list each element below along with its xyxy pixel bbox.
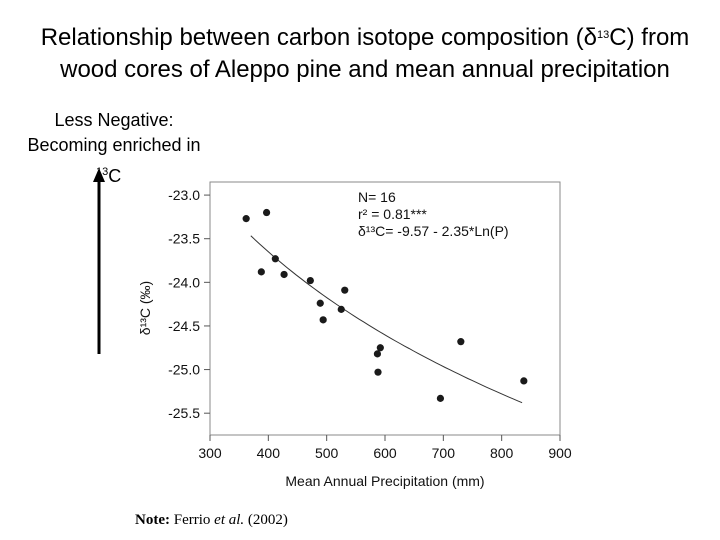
up-arrow-icon bbox=[93, 168, 105, 354]
slide-title: Relationship between carbon isotope comp… bbox=[20, 22, 710, 86]
data-point bbox=[376, 344, 384, 352]
side-note: Less Negative: Becoming enriched in bbox=[4, 108, 224, 158]
data-point bbox=[436, 394, 445, 402]
data-point bbox=[341, 286, 349, 294]
x-tick-label: 900 bbox=[548, 445, 572, 461]
data-point bbox=[373, 350, 382, 358]
data-point bbox=[242, 215, 250, 223]
side-note-isotope-element: C bbox=[108, 166, 122, 186]
x-tick-label: 700 bbox=[432, 445, 456, 461]
x-tick-label: 600 bbox=[373, 445, 397, 461]
title-text-rest: C) from wood cores of Aleppo pine and me… bbox=[60, 24, 690, 83]
x-tick-label: 300 bbox=[198, 445, 222, 461]
y-tick-label: -24.0 bbox=[168, 274, 200, 290]
annotation-equation: δ¹³C= -9.57 - 2.35*Ln(P) bbox=[358, 223, 509, 239]
source-note-etal: et al. bbox=[210, 512, 245, 528]
title-text: Relationship between carbon isotope comp… bbox=[40, 24, 598, 51]
x-tick-label: 400 bbox=[257, 445, 281, 461]
data-point bbox=[520, 377, 528, 385]
side-note-isotope-superscript: 13 bbox=[96, 166, 109, 178]
regression-curve bbox=[250, 235, 523, 404]
data-point bbox=[337, 305, 345, 313]
source-note-year: (2002) bbox=[244, 512, 288, 528]
source-note-label: Note: bbox=[135, 512, 170, 528]
data-point bbox=[306, 276, 314, 285]
data-point bbox=[457, 338, 465, 346]
data-point bbox=[319, 316, 327, 324]
y-tick-label: -25.5 bbox=[168, 405, 200, 421]
data-point bbox=[271, 255, 279, 263]
side-note-line-1: Less Negative: bbox=[54, 110, 174, 130]
y-tick-label: -24.5 bbox=[168, 318, 200, 334]
y-axis-label: δ¹³C (‰) bbox=[137, 281, 153, 335]
x-tick-label: 500 bbox=[315, 445, 339, 461]
side-note-isotope: 13C bbox=[96, 164, 121, 188]
data-point bbox=[280, 270, 288, 279]
y-tick-label: -23.5 bbox=[168, 231, 200, 247]
annotation-n: N= 16 bbox=[358, 189, 396, 205]
data-point bbox=[374, 368, 382, 376]
title-isotope-superscript: 13 bbox=[597, 29, 610, 41]
data-point bbox=[257, 268, 265, 276]
y-tick-label: -25.0 bbox=[168, 362, 200, 378]
y-tick-label: -23.0 bbox=[168, 187, 200, 203]
data-point bbox=[262, 208, 271, 217]
x-tick-label: 800 bbox=[490, 445, 514, 461]
data-point bbox=[316, 299, 324, 307]
source-note-author: Ferrio bbox=[169, 512, 211, 528]
scatter-chart: -23.0 -23.5 -24.0 -24.5 -25.0 -25.5 300 400 500… bbox=[137, 181, 572, 489]
source-note: Note: Ferrio et al. (2002) bbox=[135, 512, 288, 529]
side-note-line-2: Becoming enriched in bbox=[27, 135, 201, 155]
annotation-r2: r² = 0.81*** bbox=[358, 206, 427, 222]
x-axis-label: Mean Annual Precipitation (mm) bbox=[285, 473, 484, 489]
